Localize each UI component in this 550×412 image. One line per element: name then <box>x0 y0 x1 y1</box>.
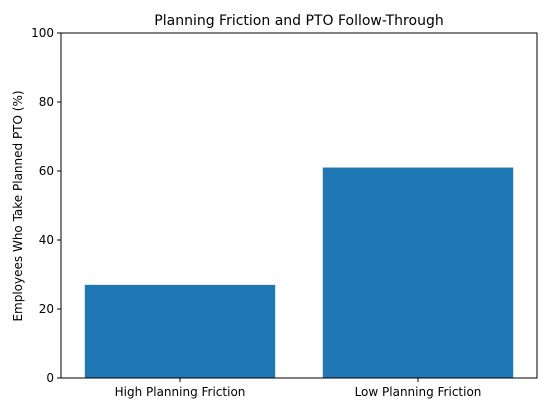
x-tick-label-1: Low Planning Friction <box>355 385 482 399</box>
x-tick-label-0: High Planning Friction <box>115 385 246 399</box>
bar-1 <box>322 167 514 378</box>
y-tick-label-3: 60 <box>39 164 54 178</box>
bar-0 <box>84 284 276 378</box>
y-tick-label-0: 0 <box>46 371 54 385</box>
y-tick-label-1: 20 <box>39 302 54 316</box>
y-tick-label-5: 100 <box>31 26 54 40</box>
chart-title: Planning Friction and PTO Follow-Through <box>154 13 443 29</box>
y-ticks: 0 20 40 60 80 100 <box>31 26 61 385</box>
y-tick-label-4: 80 <box>39 95 54 109</box>
plot-frame <box>60 32 538 379</box>
y-axis-label: Employees Who Take Planned PTO (%) <box>11 90 25 321</box>
x-ticks: High Planning Friction Low Planning Frict… <box>115 378 482 399</box>
y-tick-label-2: 40 <box>39 233 54 247</box>
bars-layer <box>84 167 514 378</box>
